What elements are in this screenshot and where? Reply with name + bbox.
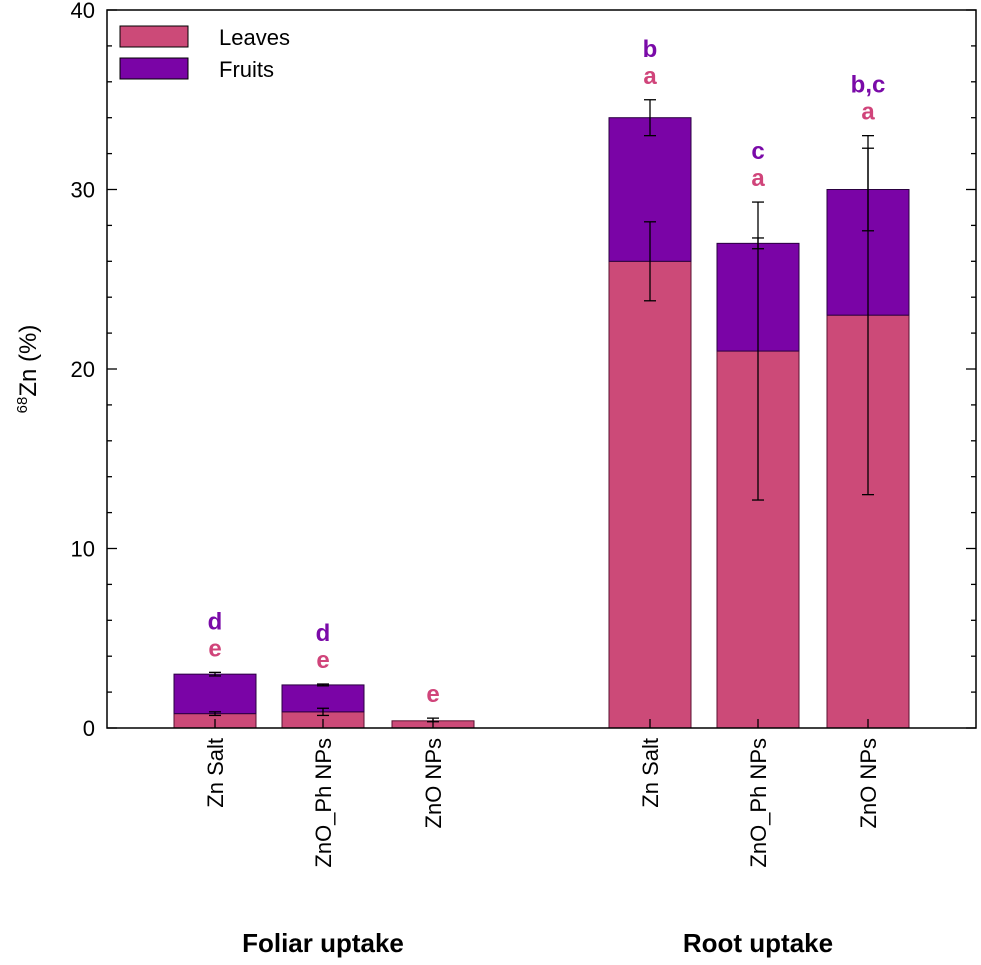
legend-label: Fruits — [219, 57, 274, 82]
x-axis: Zn Salt ZnO_Ph NPs ZnO NPs Zn Salt ZnO_Ph NP… — [203, 719, 881, 958]
y-tick-label: 20 — [71, 357, 95, 382]
y-tick-label: 0 — [83, 716, 95, 741]
y-axis: 0 10 20 30 40 — [71, 0, 976, 741]
y-axis-label: 68Zn (%) — [14, 325, 42, 414]
x-tick-label: ZnO NPs — [421, 738, 446, 828]
y-tick-label: 40 — [71, 0, 95, 23]
sig-label-fruits: b — [643, 36, 658, 63]
sig-label-fruits: c — [751, 138, 764, 165]
x-tick-label: ZnO NPs — [856, 738, 881, 828]
sig-label-leaves: e — [426, 681, 439, 708]
legend-label: Leaves — [219, 25, 290, 50]
group-label: Foliar uptake — [242, 928, 404, 958]
x-tick-label: Zn Salt — [638, 738, 663, 808]
x-tick-label: Zn Salt — [203, 738, 228, 808]
y-tick-label: 30 — [71, 178, 95, 203]
legend-swatch — [119, 25, 189, 48]
legend: Leaves Fruits — [119, 25, 290, 82]
x-tick-label: ZnO_Ph NPs — [746, 738, 771, 868]
sig-label-fruits: d — [316, 620, 331, 647]
sig-label-leaves: a — [643, 63, 657, 90]
x-tick-label: ZnO_Ph NPs — [311, 738, 336, 868]
error-bars-layer — [209, 99, 874, 723]
bar-leaves — [608, 260, 692, 729]
y-axis-label-text: Zn (%) — [15, 325, 42, 397]
legend-swatch — [119, 57, 189, 80]
bars-layer — [173, 117, 910, 729]
sig-label-leaves: e — [316, 647, 329, 674]
y-tick-label: 10 — [71, 537, 95, 562]
y-axis-label-superscript: 68 — [14, 397, 31, 414]
group-label: Root uptake — [683, 928, 833, 958]
sig-label-fruits: b,c — [851, 72, 886, 99]
sig-label-leaves: a — [861, 99, 875, 126]
sig-label-fruits: d — [208, 608, 223, 635]
sig-label-leaves: e — [208, 635, 221, 662]
bar-fruits — [173, 673, 257, 715]
sig-label-leaves: a — [751, 165, 765, 192]
